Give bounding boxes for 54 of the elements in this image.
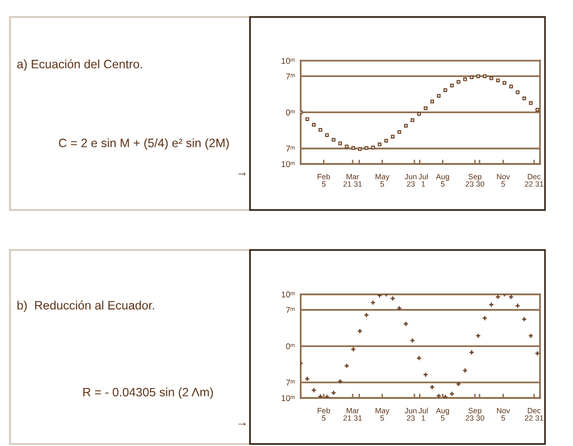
point — [338, 141, 342, 146]
point — [378, 142, 382, 146]
y-tick-label: 7ᵐ — [286, 146, 295, 152]
text: R = - 0.04305 sin (2 Λm) — [83, 388, 213, 399]
point — [312, 122, 316, 127]
point — [535, 108, 540, 112]
point — [496, 78, 500, 82]
point — [456, 80, 460, 84]
y-tick-label: 7ᵐ — [286, 380, 295, 386]
point — [528, 101, 533, 105]
point — [470, 75, 474, 80]
point — [436, 94, 441, 98]
text: a) Ecuación del Centro. — [17, 59, 142, 71]
text: b) Reducción al Ecuador. — [18, 300, 154, 312]
y-tick-label: 10ᵐ — [282, 58, 295, 64]
point — [502, 81, 506, 85]
y-tick-label: 7ᵐ — [286, 307, 295, 313]
point — [318, 128, 322, 132]
point — [430, 100, 434, 104]
point — [509, 84, 513, 88]
y-tick-label: 10ᵐ — [282, 292, 295, 298]
point — [516, 90, 520, 94]
text: → — [238, 172, 246, 176]
point — [489, 76, 494, 80]
point — [424, 106, 428, 110]
point — [350, 346, 356, 352]
text: C = 2 e sin M + (5/4) e² sin (2M) — [58, 138, 229, 150]
point — [325, 133, 329, 137]
point — [397, 130, 402, 134]
point — [358, 147, 362, 151]
point — [332, 138, 336, 142]
point — [522, 96, 526, 100]
y-tick-label: 10ᵐ — [282, 395, 295, 402]
point — [443, 88, 448, 92]
point — [463, 77, 467, 82]
point — [436, 393, 442, 398]
point — [344, 144, 349, 148]
point — [384, 138, 388, 143]
y-tick-label: 0ᵐ — [286, 343, 295, 350]
point — [364, 146, 368, 150]
point — [476, 74, 480, 78]
point — [404, 124, 408, 128]
point — [305, 117, 310, 121]
point — [390, 134, 395, 138]
point — [417, 112, 421, 116]
point — [450, 84, 454, 88]
y-tick-label: 0ᵐ — [286, 110, 295, 116]
point — [351, 146, 356, 150]
point — [371, 146, 375, 150]
point — [410, 118, 414, 122]
point — [482, 74, 487, 78]
y-tick-label: 10ᵐ — [282, 161, 295, 168]
text: → — [238, 422, 246, 426]
y-tick-label: 7ᵐ — [286, 73, 295, 80]
